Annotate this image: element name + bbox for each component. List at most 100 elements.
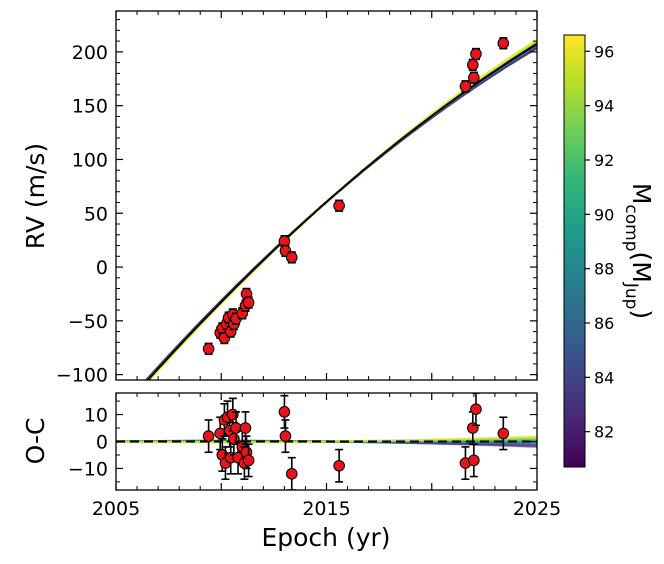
data-marker <box>333 199 345 212</box>
data-marker <box>278 406 291 418</box>
colorbar-tick-label: 96 <box>594 42 614 61</box>
y-tick-label: 200 <box>72 42 108 64</box>
x-tick-label: 2005 <box>92 498 140 520</box>
model-curve <box>146 43 537 380</box>
x-axis-title: Epoch (yr) <box>261 523 390 552</box>
rv-panel: −100 −50 0 50 100 150 200 RV (m/s) <box>21 10 538 387</box>
rv-point <box>497 37 510 50</box>
colorbar-ticks: 82 84 86 88 90 92 94 96 <box>585 42 614 442</box>
rv-point <box>470 47 482 61</box>
best-fit-curve <box>146 42 537 380</box>
residual-point <box>202 419 215 454</box>
colorbar-tick-label: 92 <box>594 151 614 170</box>
rv-point <box>466 58 479 71</box>
rv-y-axis-title: RV (m/s) <box>21 143 50 249</box>
model-curve <box>147 40 537 380</box>
residual-point <box>333 448 345 483</box>
data-marker <box>497 37 510 50</box>
model-curve <box>145 46 537 380</box>
y-tick-label: −50 <box>68 311 108 333</box>
colorbar-tick-label: 82 <box>594 423 614 442</box>
model-curve <box>145 45 537 380</box>
colorbar-label-main: M <box>627 183 656 205</box>
residual-point <box>468 443 480 478</box>
model-curve <box>145 44 537 380</box>
y-tick-label: −100 <box>56 365 108 387</box>
model-curve <box>145 44 537 380</box>
colorbar-tick-label: 86 <box>594 314 614 333</box>
residual-y-ticks: −10 0 10 <box>68 400 537 483</box>
data-marker <box>333 459 345 472</box>
residual-point <box>285 456 298 490</box>
model-curve <box>147 40 537 380</box>
data-marker <box>497 427 510 440</box>
model-curve <box>146 43 537 380</box>
colorbar-label-mid: (M <box>627 252 656 283</box>
model-curve <box>146 43 537 380</box>
residual-point <box>242 443 255 478</box>
residual-y-tick-label: −10 <box>68 458 108 480</box>
rv-point <box>285 251 298 264</box>
colorbar-label-end: ) <box>627 309 656 319</box>
rv-point <box>459 80 472 93</box>
model-curve <box>147 39 537 380</box>
rv-point <box>279 244 292 258</box>
y-tick-label: 150 <box>72 96 108 118</box>
model-curve <box>144 47 537 380</box>
colorbar-tick-label: 84 <box>594 368 614 387</box>
colorbar: 82 84 86 88 90 92 94 96 Mcomp(MJup) <box>563 34 656 468</box>
model-curve <box>145 45 537 380</box>
data-marker <box>239 422 252 434</box>
model-curve <box>144 46 537 380</box>
data-marker <box>202 430 215 442</box>
data-marker <box>242 454 255 467</box>
rv-point <box>242 296 255 309</box>
y-tick-label: 100 <box>72 149 108 171</box>
residual-y-tick-label: 10 <box>84 405 108 427</box>
data-marker <box>285 251 298 264</box>
x-tick-label: 2015 <box>302 498 350 520</box>
y-tick-label: 0 <box>96 257 108 279</box>
x-tick-label: 2025 <box>513 498 561 520</box>
model-curve <box>146 41 537 380</box>
model-curve <box>145 46 537 380</box>
colorbar-tick-label: 88 <box>594 260 614 279</box>
residual-point <box>278 394 291 429</box>
residual-point <box>239 411 252 445</box>
data-marker <box>466 58 479 71</box>
rv-point <box>468 71 480 84</box>
model-curve <box>147 39 537 380</box>
model-curve <box>146 42 537 380</box>
data-marker <box>468 71 480 84</box>
model-curves <box>144 38 537 380</box>
rv-point <box>202 342 215 355</box>
colorbar-tick-label: 90 <box>594 205 614 224</box>
residual-y-axis-title: O-C <box>21 418 50 465</box>
model-curve <box>147 41 537 380</box>
data-marker <box>242 296 255 309</box>
residual-point <box>279 419 292 454</box>
data-marker <box>202 343 215 355</box>
model-curve <box>146 41 537 380</box>
rv-point <box>333 199 345 212</box>
model-curve <box>148 38 537 380</box>
colorbar-label-sub1: comp <box>621 204 641 251</box>
rv-data-points <box>202 37 510 355</box>
data-marker <box>470 48 482 60</box>
data-marker <box>470 403 482 415</box>
residual-point <box>497 416 510 451</box>
colorbar-label-sub2: Jup <box>621 282 641 310</box>
colorbar-label: Mcomp(MJup) <box>621 183 656 319</box>
model-curve <box>145 44 537 380</box>
colorbar-tick-label: 94 <box>594 97 614 116</box>
data-marker <box>285 468 298 480</box>
colorbar-gradient <box>563 34 586 468</box>
residual-point <box>470 393 482 427</box>
model-curve <box>147 39 537 380</box>
rv-y-ticks: −100 −50 0 50 100 150 200 <box>56 19 537 387</box>
residual-y-tick-label: 0 <box>96 432 108 454</box>
residual-data-points <box>202 393 510 490</box>
data-marker <box>279 430 292 442</box>
